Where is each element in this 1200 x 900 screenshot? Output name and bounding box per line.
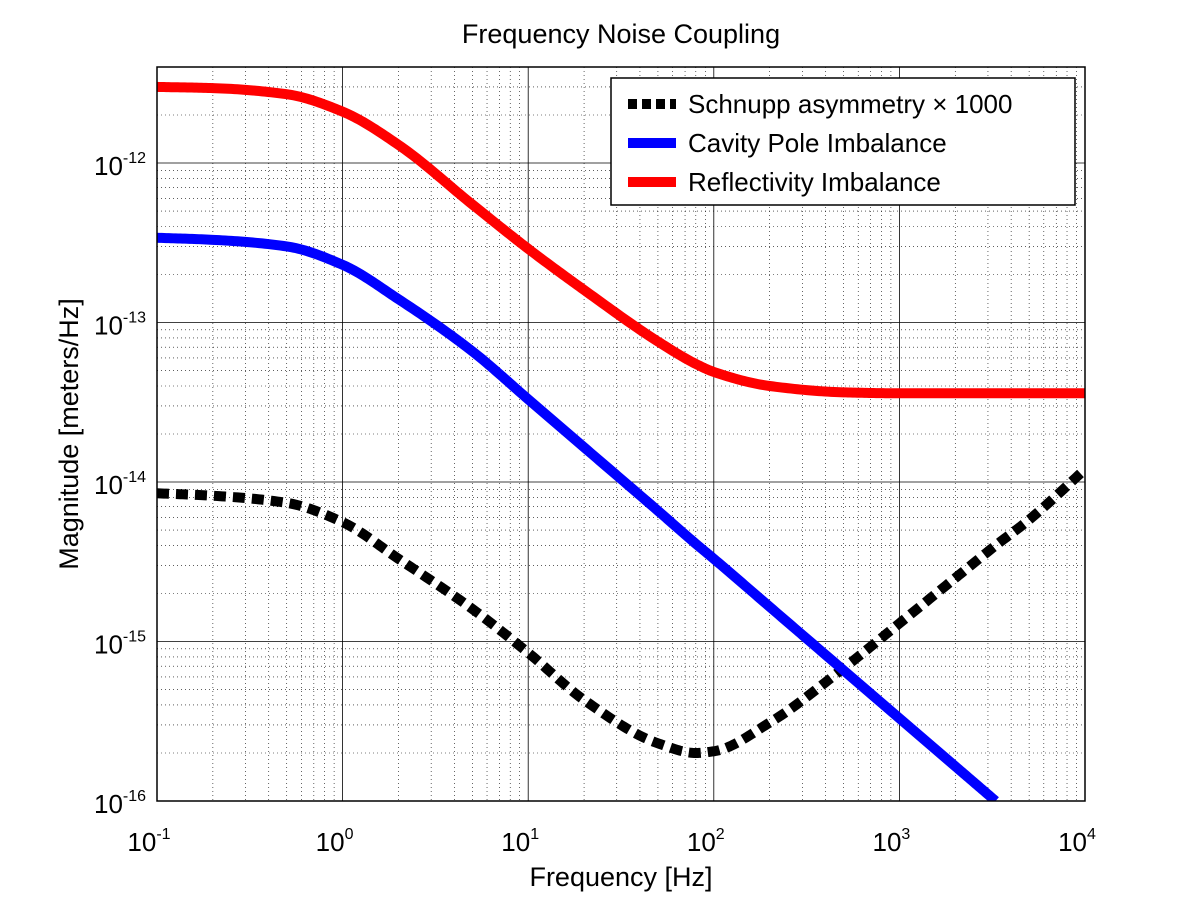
x-tick-exponent: 2 — [716, 826, 725, 843]
x-tick-base: 10 — [127, 827, 156, 857]
axis-ticks: 10-1 100 101 102 103 10410-1610-1510-1410-131… — [94, 150, 1096, 857]
series-line-schnupp-asymmetry-1000 — [157, 465, 1085, 758]
x-tick-base: 10 — [872, 827, 901, 857]
chart-title: Frequency Noise Coupling — [462, 19, 780, 49]
x-tick-label: 101 — [501, 826, 539, 857]
y-tick-base: 10 — [94, 151, 123, 181]
legend-label-reflectivity-imbalance: Reflectivity Imbalance — [688, 167, 941, 197]
x-tick-base: 10 — [687, 827, 716, 857]
series-line-reflectivity-imbalance — [157, 81, 1085, 399]
y-tick-label: 10-14 — [94, 469, 146, 500]
x-tick-label: 104 — [1058, 826, 1096, 857]
x-tick-label: 100 — [316, 826, 354, 857]
legend-label-cavity-pole-imbalance: Cavity Pole Imbalance — [688, 128, 947, 158]
y-tick-exponent: -16 — [123, 788, 146, 805]
series-line-cavity-pole-imbalance — [157, 232, 999, 801]
legend-box — [610, 77, 1076, 206]
legend: Schnupp asymmetry × 1000 Cavity Pole Imba… — [610, 77, 1076, 206]
x-tick-exponent: 1 — [530, 826, 539, 843]
y-tick-label: 10-16 — [94, 788, 146, 819]
x-tick-exponent: 0 — [345, 826, 354, 843]
legend-label-schnupp-asymmetry-1000: Schnupp asymmetry × 1000 — [688, 89, 1012, 119]
plot-frame — [156, 66, 1086, 802]
y-tick-exponent: -13 — [123, 310, 146, 327]
y-tick-base: 10 — [94, 311, 123, 341]
x-tick-label: 103 — [872, 826, 910, 857]
x-tick-label: 102 — [687, 826, 725, 857]
y-tick-base: 10 — [94, 470, 123, 500]
series-group — [157, 81, 1085, 801]
y-axis-label: Magnitude [meters/Hz] — [54, 298, 84, 570]
y-tick-exponent: -12 — [123, 150, 146, 167]
x-tick-base: 10 — [1058, 827, 1087, 857]
y-tick-exponent: -14 — [123, 469, 146, 486]
y-tick-label: 10-15 — [94, 629, 146, 660]
x-axis-label: Frequency [Hz] — [529, 862, 712, 892]
x-tick-exponent: -1 — [156, 826, 170, 843]
y-tick-exponent: -15 — [123, 629, 146, 646]
y-tick-label: 10-13 — [94, 310, 146, 341]
y-tick-label: 10-12 — [94, 150, 146, 181]
x-tick-exponent: 3 — [901, 826, 910, 843]
x-tick-label: 10-1 — [127, 826, 170, 857]
x-tick-base: 10 — [501, 827, 530, 857]
y-tick-base: 10 — [94, 789, 123, 819]
x-tick-exponent: 4 — [1087, 826, 1096, 843]
y-tick-base: 10 — [94, 630, 123, 660]
x-tick-base: 10 — [316, 827, 345, 857]
